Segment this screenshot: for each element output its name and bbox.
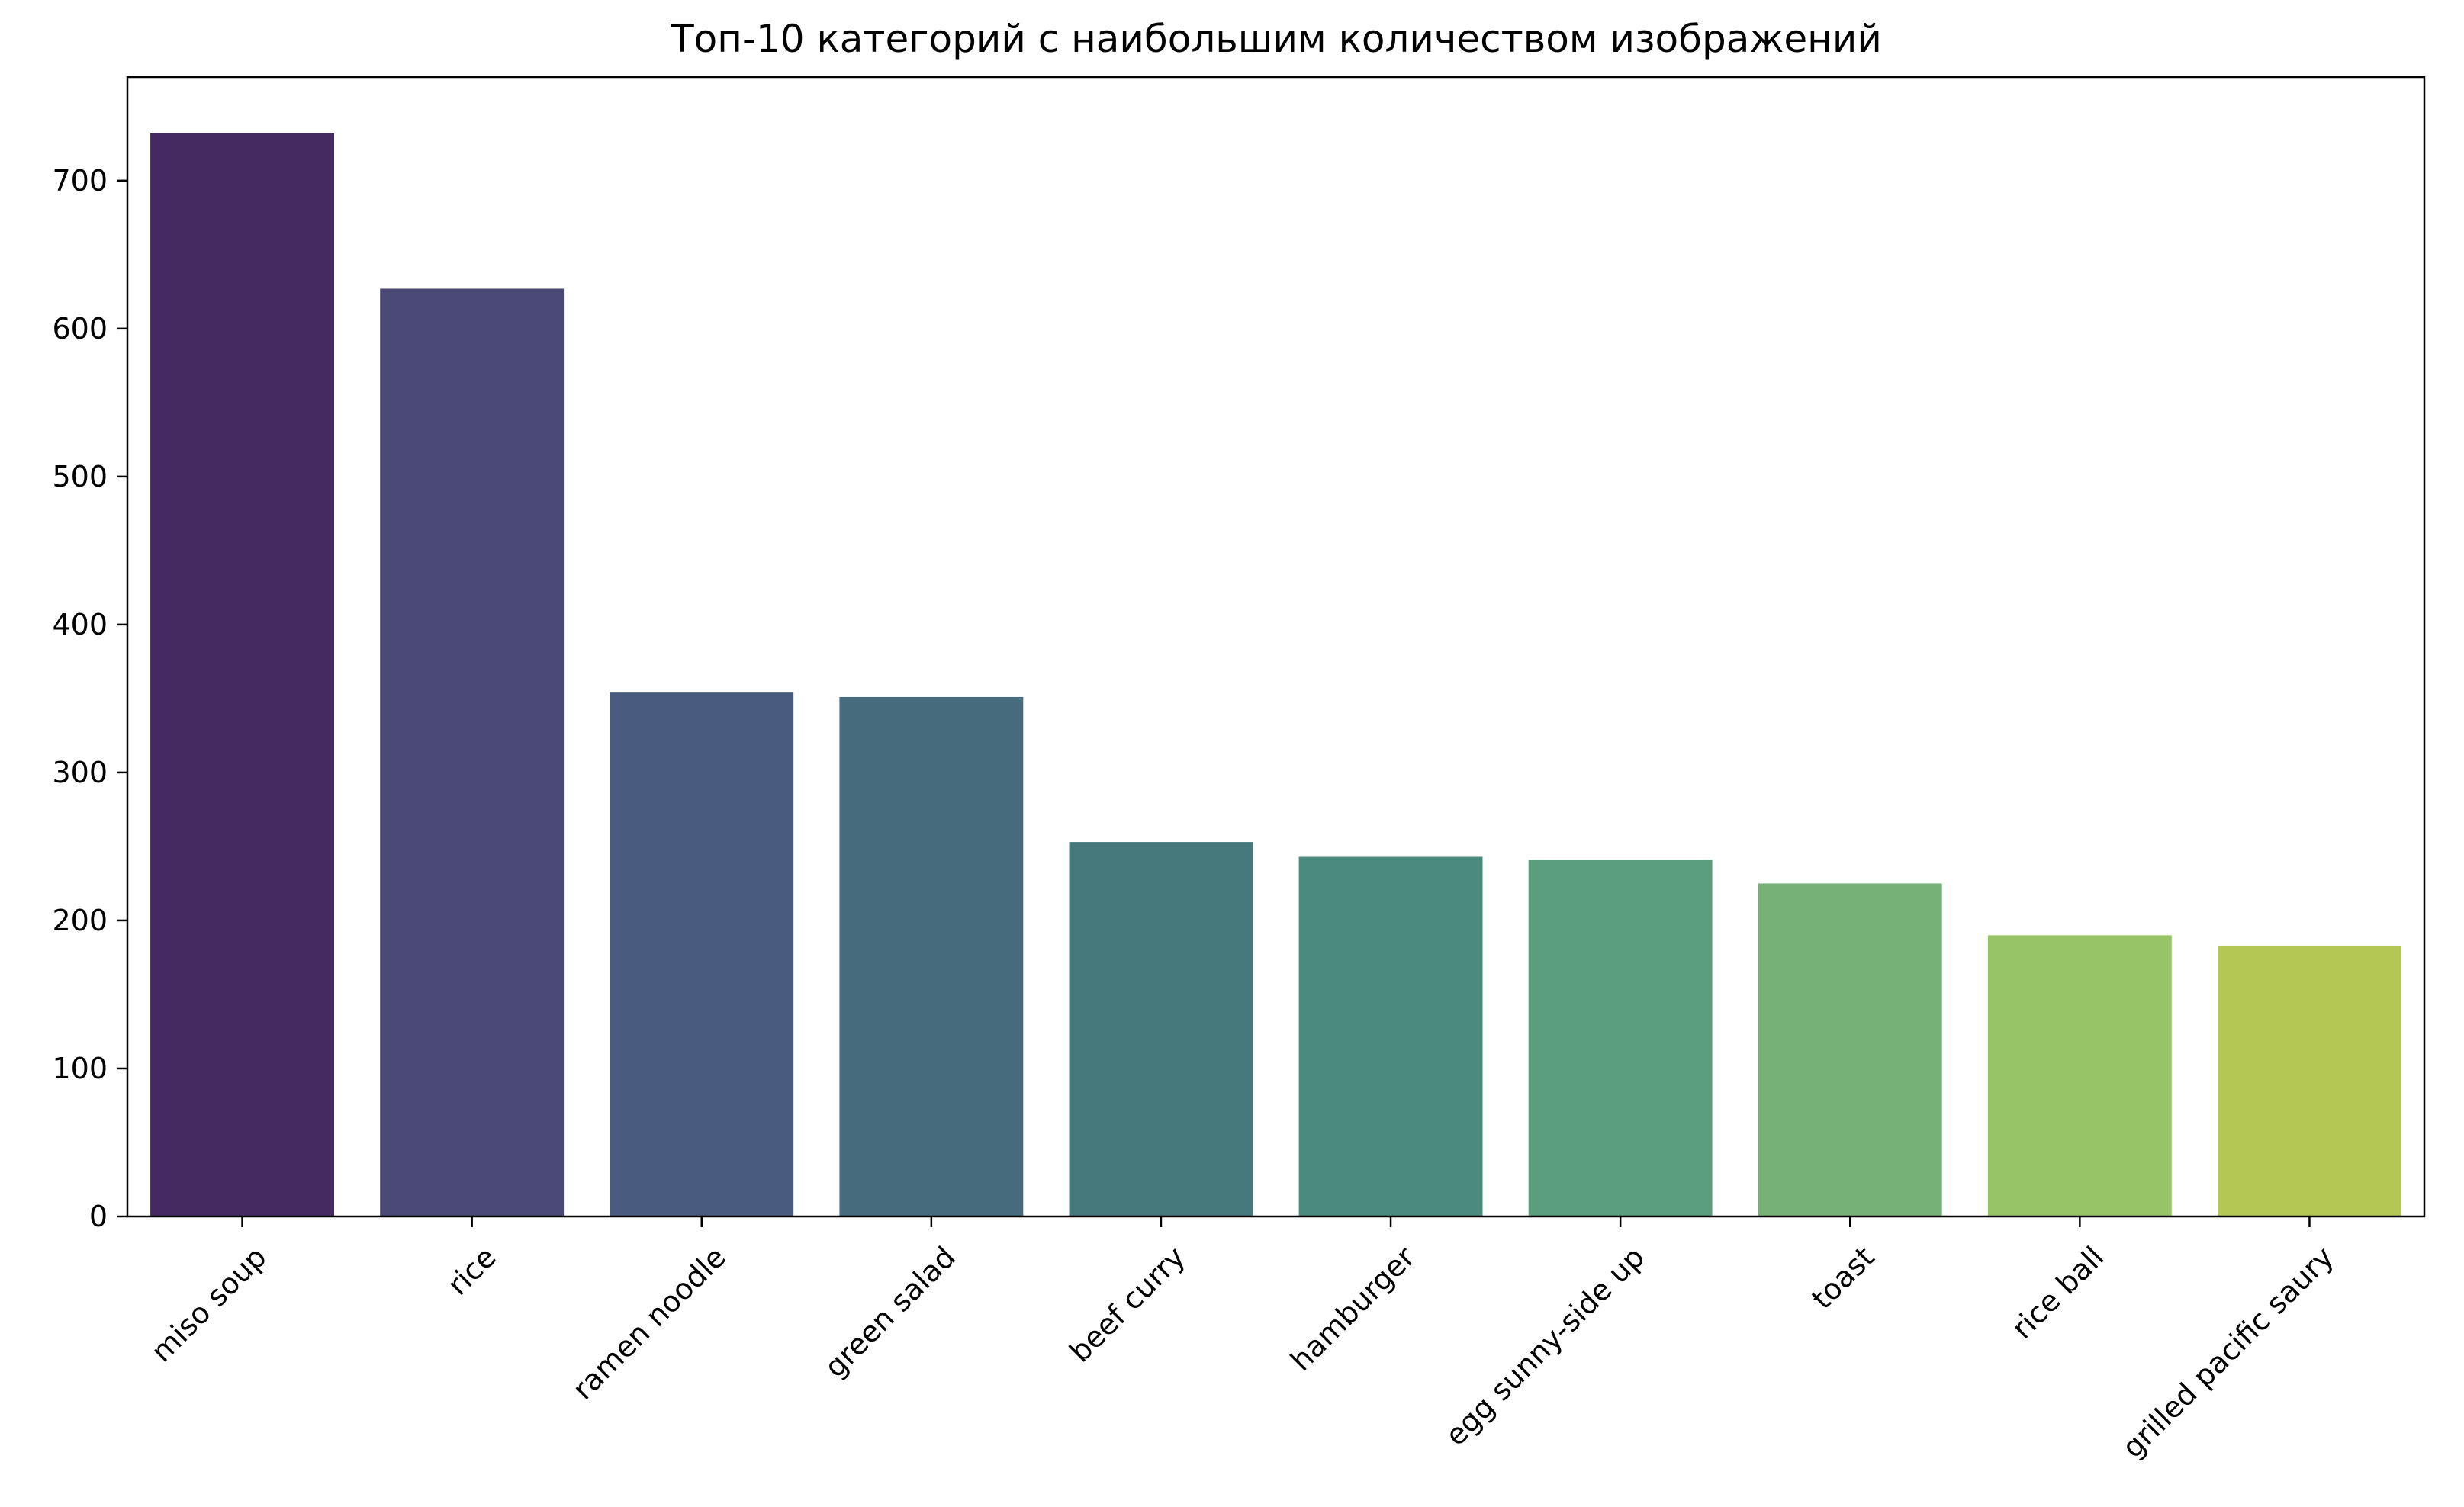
x-tick-label: rice — [441, 1240, 503, 1302]
y-tick-label: 400 — [52, 608, 108, 641]
y-tick-label: 200 — [52, 904, 108, 937]
y-tick-label: 600 — [52, 312, 108, 345]
y-axis: 0 100 200 300 400 500 600 700 — [52, 164, 127, 1233]
y-tick-label: 0 — [89, 1200, 108, 1233]
x-axis: miso soup rice ramen noodle green salad beef… — [144, 1216, 2340, 1464]
x-tick-label: ramen noodle — [566, 1240, 732, 1406]
chart-title: Топ-10 категорий с наибольшим количество… — [670, 17, 1882, 61]
y-tick-label: 300 — [52, 756, 108, 789]
bar-green-salad — [839, 696, 1024, 1216]
x-tick-label: green salad — [818, 1240, 962, 1384]
bar-rice — [380, 288, 565, 1217]
bar-toast — [1758, 883, 1942, 1216]
bar-hamburger — [1298, 856, 1483, 1216]
x-tick-label: rice ball — [2006, 1240, 2111, 1345]
x-tick-label: toast — [1805, 1240, 1880, 1316]
x-tick-label: egg sunny-side up — [1439, 1240, 1651, 1452]
bar-miso-soup — [150, 133, 334, 1217]
plot-area-frame — [126, 76, 2426, 1218]
bar-egg-sunny-side-up — [1528, 860, 1713, 1216]
bar-beef-curry — [1069, 842, 1253, 1216]
bars-layer — [150, 133, 2401, 1217]
x-tick-label: hamburger — [1284, 1240, 1421, 1377]
x-tick-label: miso soup — [144, 1240, 272, 1368]
bar-rice-ball — [1987, 935, 2172, 1216]
bar-grilled-pacific-saury — [2218, 945, 2401, 1216]
x-tick-label: grilled pacific saury — [2115, 1240, 2340, 1464]
y-tick-label: 100 — [52, 1052, 108, 1085]
bar-ramen-noodle — [610, 692, 794, 1216]
y-tick-label: 700 — [52, 164, 108, 198]
x-tick-label: beef curry — [1063, 1240, 1192, 1369]
y-tick-label: 500 — [52, 460, 108, 493]
